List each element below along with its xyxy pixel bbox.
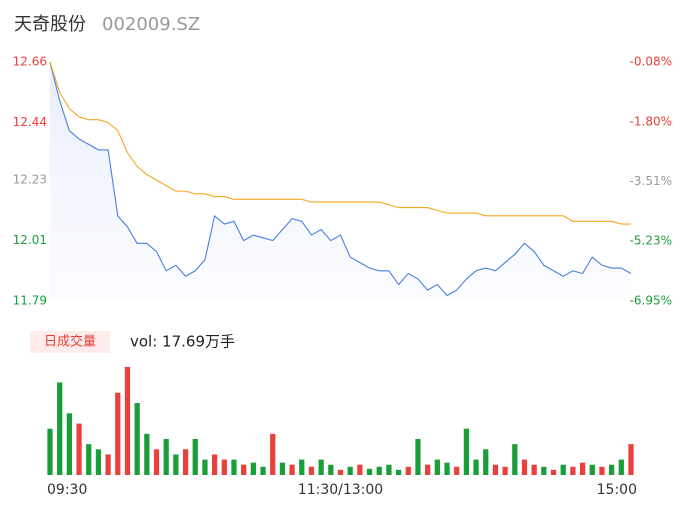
volume-bar bbox=[76, 423, 82, 475]
volume-bar bbox=[599, 466, 605, 475]
volume-bar bbox=[366, 468, 373, 475]
volume-bar bbox=[521, 459, 528, 475]
volume-bar bbox=[115, 392, 121, 475]
y-tick-label: 12.44 bbox=[13, 115, 47, 129]
x-tick-label: 11:30/13:00 bbox=[298, 482, 383, 498]
volume-bar bbox=[454, 466, 460, 475]
volume-bar bbox=[202, 459, 208, 475]
volume-bar bbox=[357, 464, 363, 475]
volume-bar bbox=[492, 464, 499, 475]
volume-bar bbox=[163, 439, 169, 475]
volume-subtitle: vol: 17.69万手 bbox=[130, 333, 235, 351]
volume-bar bbox=[289, 464, 295, 475]
volume-bar bbox=[376, 466, 382, 475]
volume-bar bbox=[483, 449, 489, 475]
volume-bar bbox=[105, 454, 111, 475]
volume-bar bbox=[270, 433, 276, 475]
volume-bar bbox=[463, 428, 470, 475]
stock-name: 天奇股份 bbox=[14, 14, 86, 35]
volume-bar bbox=[241, 464, 247, 475]
volume-bar bbox=[211, 454, 218, 475]
y2-tick-label: -0.08% bbox=[630, 55, 672, 69]
x-tick-label: 09:30 bbox=[47, 482, 87, 498]
volume-bar bbox=[250, 462, 256, 475]
volume-bar bbox=[66, 413, 72, 475]
y-tick-label: 11.79 bbox=[13, 294, 47, 308]
y2-tick-label: -1.80% bbox=[630, 114, 672, 128]
stock-code: 002009.SZ bbox=[102, 14, 200, 35]
volume-bar bbox=[434, 459, 440, 475]
volume-bar bbox=[589, 464, 595, 475]
volume-bar bbox=[182, 449, 189, 475]
volume-bar bbox=[47, 428, 53, 475]
volume-bar bbox=[386, 464, 392, 475]
volume-bar bbox=[86, 444, 92, 475]
volume-bar bbox=[57, 382, 63, 475]
volume-bar bbox=[618, 459, 624, 475]
volume-bar bbox=[337, 469, 344, 475]
price-line bbox=[49, 61, 632, 297]
y-tick-label: 12.66 bbox=[13, 55, 47, 69]
volume-label-bg bbox=[30, 331, 110, 353]
volume-bar bbox=[425, 464, 431, 475]
y-tick-label: 12.23 bbox=[13, 173, 47, 187]
volume-bar bbox=[502, 466, 508, 475]
y-tick-label: 12.01 bbox=[13, 233, 47, 247]
volume-bar bbox=[405, 466, 411, 475]
volume-bar bbox=[144, 433, 150, 475]
volume-bar bbox=[260, 466, 266, 475]
volume-bar bbox=[415, 439, 421, 475]
volume-bar bbox=[328, 464, 334, 475]
volume-bar bbox=[628, 444, 634, 475]
volume-bar bbox=[134, 403, 140, 475]
volume-bar bbox=[395, 469, 402, 475]
volume-bar bbox=[173, 454, 179, 475]
volume-bar bbox=[308, 466, 315, 475]
y2-tick-label: -3.51% bbox=[630, 174, 672, 188]
volume-bar bbox=[347, 466, 353, 475]
volume-bar bbox=[299, 459, 305, 475]
volume-bar bbox=[318, 459, 324, 475]
volume-bar bbox=[570, 466, 576, 475]
volume-bar bbox=[231, 459, 237, 475]
y2-tick-label: -6.95% bbox=[630, 294, 672, 308]
x-tick-label: 15:00 bbox=[597, 482, 637, 498]
volume-bar bbox=[560, 464, 566, 475]
volume-title: 日成交量 bbox=[44, 334, 96, 350]
y2-tick-label: -5.23% bbox=[630, 234, 672, 248]
volume-bar bbox=[444, 462, 450, 475]
price-area bbox=[50, 62, 631, 301]
volume-bar bbox=[221, 459, 227, 475]
volume-bar bbox=[579, 462, 586, 475]
volume-bar bbox=[95, 449, 102, 475]
volume-bar bbox=[473, 459, 479, 475]
average-line bbox=[49, 61, 631, 225]
volume-bar bbox=[279, 462, 286, 475]
volume-bar bbox=[550, 469, 557, 475]
volume-bar bbox=[512, 444, 518, 475]
volume-bar bbox=[541, 466, 547, 475]
volume-bar bbox=[124, 367, 131, 475]
volume-bar bbox=[609, 464, 615, 475]
volume-bar bbox=[192, 439, 198, 475]
volume-bar bbox=[531, 464, 537, 475]
volume-bar bbox=[153, 449, 160, 475]
